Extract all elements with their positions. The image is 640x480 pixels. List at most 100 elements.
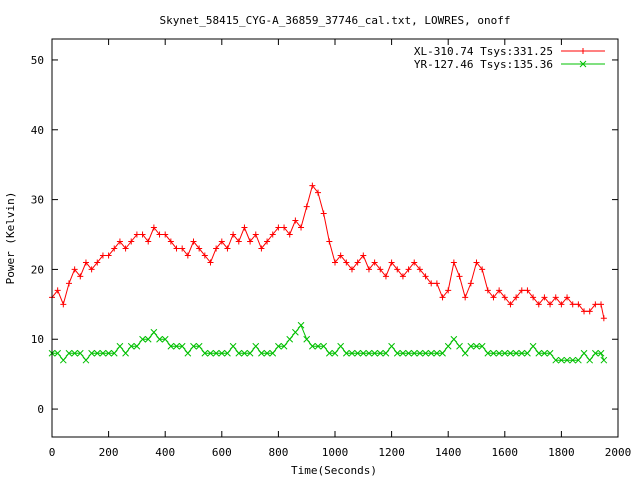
- data-point: [377, 266, 384, 273]
- data-point: [581, 308, 588, 315]
- data-point: [393, 349, 401, 357]
- data-point: [586, 308, 593, 315]
- data-point: [105, 349, 112, 357]
- data-point: [558, 301, 565, 308]
- data-point: [416, 349, 424, 357]
- data-point: [258, 349, 265, 357]
- data-point: [535, 301, 542, 308]
- data-point: [326, 238, 333, 245]
- data-point: [439, 294, 446, 301]
- data-point: [382, 349, 390, 357]
- data-point: [218, 238, 225, 245]
- data-point: [507, 349, 514, 357]
- y-tick-label: 50: [31, 54, 44, 67]
- data-point: [416, 266, 423, 273]
- data-point: [530, 294, 537, 301]
- data-point: [213, 245, 220, 252]
- data-point: [275, 224, 282, 231]
- data-point: [309, 342, 316, 350]
- data-point: [207, 259, 214, 266]
- data-point: [116, 238, 123, 245]
- data-point: [162, 231, 169, 238]
- data-point: [298, 224, 305, 231]
- data-point: [575, 356, 582, 364]
- series-group: [48, 321, 608, 364]
- data-point: [371, 259, 378, 266]
- data-point: [71, 266, 78, 273]
- data-point: [580, 48, 586, 54]
- data-point: [139, 335, 146, 343]
- legend-label: XL-310.74 Tsys:331.25: [414, 45, 553, 58]
- data-point: [439, 349, 446, 357]
- data-point: [427, 349, 435, 357]
- data-point: [252, 231, 259, 238]
- data-point: [235, 238, 242, 245]
- data-point: [258, 245, 265, 252]
- data-point: [54, 287, 61, 294]
- data-point: [552, 356, 560, 364]
- data-point: [320, 342, 328, 350]
- data-point: [286, 335, 294, 343]
- data-point: [394, 266, 401, 273]
- data-point: [82, 356, 90, 364]
- data-point: [405, 266, 412, 273]
- data-point: [575, 301, 582, 308]
- data-point: [600, 315, 607, 322]
- data-point: [116, 342, 124, 350]
- data-point: [360, 252, 367, 259]
- data-point: [178, 342, 186, 350]
- data-point: [88, 349, 95, 357]
- data-point: [348, 266, 355, 273]
- x-tick-label: 200: [99, 446, 119, 459]
- data-point: [501, 349, 509, 357]
- data-point: [297, 321, 305, 329]
- data-point: [105, 252, 112, 259]
- data-point: [275, 342, 282, 350]
- data-point: [365, 266, 372, 273]
- data-point: [348, 349, 356, 357]
- data-point: [190, 238, 197, 245]
- data-point: [592, 301, 599, 308]
- data-point: [184, 349, 192, 357]
- data-point: [399, 273, 406, 280]
- data-point: [541, 294, 548, 301]
- data-point: [280, 342, 288, 350]
- data-point: [524, 349, 531, 357]
- plot-frame: [51, 38, 619, 438]
- data-point: [354, 349, 361, 357]
- data-point: [229, 342, 237, 350]
- data-point: [82, 259, 89, 266]
- data-point: [484, 349, 492, 357]
- data-point: [343, 259, 350, 266]
- data-point: [569, 301, 576, 308]
- x-tick-label: 1200: [378, 446, 405, 459]
- data-point: [547, 301, 554, 308]
- data-point: [144, 335, 152, 343]
- data-point: [541, 349, 548, 357]
- data-point: [71, 349, 78, 357]
- data-point: [264, 238, 271, 245]
- data-point: [212, 349, 220, 357]
- data-point: [93, 349, 101, 357]
- data-point: [161, 335, 169, 343]
- data-point: [428, 280, 435, 287]
- y-axis-label: Power (Kelvin): [4, 192, 17, 285]
- data-point: [563, 356, 571, 364]
- data-point: [598, 301, 605, 308]
- data-point: [77, 273, 84, 280]
- data-point: [524, 287, 531, 294]
- data-point: [422, 349, 429, 357]
- data-point: [128, 238, 135, 245]
- data-point: [529, 342, 537, 350]
- x-tick-label: 800: [268, 446, 288, 459]
- x-axis-label: Time(Seconds): [291, 464, 377, 477]
- data-point: [167, 238, 174, 245]
- data-point: [456, 273, 463, 280]
- x-tick-label: 400: [155, 446, 175, 459]
- data-point: [558, 356, 565, 364]
- x-tick-label: 1000: [322, 446, 349, 459]
- data-point: [269, 231, 276, 238]
- data-point: [246, 349, 254, 357]
- y-tick-label: 30: [31, 194, 44, 207]
